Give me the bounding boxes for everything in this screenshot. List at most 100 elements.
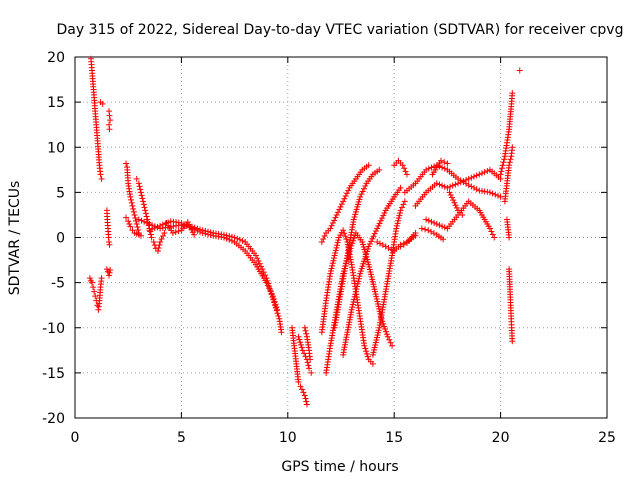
data-point [128, 199, 135, 206]
x-tick-label: 15 [385, 430, 403, 446]
data-point [384, 333, 391, 340]
data-point [364, 259, 371, 266]
data-point [234, 235, 241, 242]
data-point [89, 279, 96, 286]
data-point [348, 306, 355, 313]
data-point [332, 249, 339, 256]
data-point [133, 175, 140, 182]
data-point [332, 214, 339, 221]
data-point [376, 166, 383, 173]
data-point [350, 298, 357, 305]
data-point [301, 392, 308, 399]
data-point [186, 221, 193, 228]
data-point [350, 237, 357, 244]
data-point [135, 231, 142, 238]
data-point [382, 326, 389, 333]
data-point [128, 196, 135, 203]
y-tick-label: 0 [56, 231, 65, 247]
data-point [400, 241, 407, 248]
data-point [486, 189, 493, 196]
data-point [507, 156, 514, 163]
data-point [441, 165, 448, 172]
data-point [278, 329, 285, 336]
y-tick-label: 15 [47, 95, 65, 111]
data-point [130, 208, 137, 215]
data-point [352, 211, 359, 218]
data-point [321, 232, 328, 239]
data-point [272, 301, 279, 308]
data-point [359, 241, 366, 248]
data-point [340, 227, 347, 234]
data-point [106, 241, 113, 248]
data-point [499, 162, 506, 169]
data-point [106, 269, 113, 276]
data-point [194, 227, 201, 234]
y-tick-label: -20 [42, 411, 65, 427]
y-axis-label: SDTVAR / TECUs [7, 181, 23, 296]
data-point [297, 341, 304, 348]
data-point [98, 175, 105, 182]
data-point [489, 190, 496, 197]
data-point [300, 389, 307, 396]
data-point [306, 365, 313, 372]
data-point [297, 383, 304, 390]
data-point [399, 162, 406, 169]
data-point [396, 210, 403, 217]
y-tick-label: 10 [47, 140, 65, 156]
data-point [338, 201, 345, 208]
data-point [428, 228, 435, 235]
data-point [439, 223, 446, 230]
data-point [302, 327, 309, 334]
data-point [143, 213, 150, 220]
data-point [301, 350, 308, 357]
data-point [381, 323, 388, 330]
data-point [459, 211, 466, 218]
data-point [295, 333, 302, 340]
data-point [159, 221, 166, 228]
data-point [352, 291, 359, 298]
data-point [150, 239, 157, 246]
data-point [131, 211, 138, 218]
data-point [497, 171, 504, 178]
data-point [471, 173, 477, 180]
data-point [397, 207, 404, 214]
data-point [132, 214, 139, 221]
data-point [146, 220, 153, 227]
data-point [431, 219, 438, 226]
data-point [175, 228, 182, 235]
data-point [476, 171, 483, 178]
data-point [471, 184, 477, 191]
data-point [274, 306, 281, 313]
data-point [509, 144, 516, 151]
data-point [144, 216, 151, 223]
data-point [365, 162, 372, 169]
data-point [335, 237, 342, 244]
data-point [396, 212, 403, 219]
data-point [488, 228, 495, 235]
data-point [303, 398, 310, 405]
data-point [155, 245, 162, 252]
data-point [362, 183, 369, 190]
data-point [353, 206, 360, 213]
data-point [271, 298, 278, 305]
data-point [328, 222, 335, 229]
data-point [394, 220, 401, 227]
data-point [370, 233, 377, 240]
data-point [161, 229, 168, 236]
data-point [178, 220, 185, 227]
data-point [489, 231, 496, 238]
data-point [127, 193, 134, 200]
data-point [500, 159, 507, 166]
data-point [463, 176, 470, 183]
data-point [350, 216, 357, 223]
data-point [376, 220, 383, 227]
data-point [127, 223, 134, 230]
y-tick-label: -15 [42, 366, 65, 382]
data-point [491, 234, 498, 241]
chart-title: Day 315 of 2022, Sidereal Day-to-day VTE… [57, 22, 624, 38]
data-point [441, 159, 448, 166]
data-point [334, 239, 341, 246]
data-point [368, 238, 375, 245]
data-point [148, 234, 155, 241]
data-point [501, 156, 508, 163]
